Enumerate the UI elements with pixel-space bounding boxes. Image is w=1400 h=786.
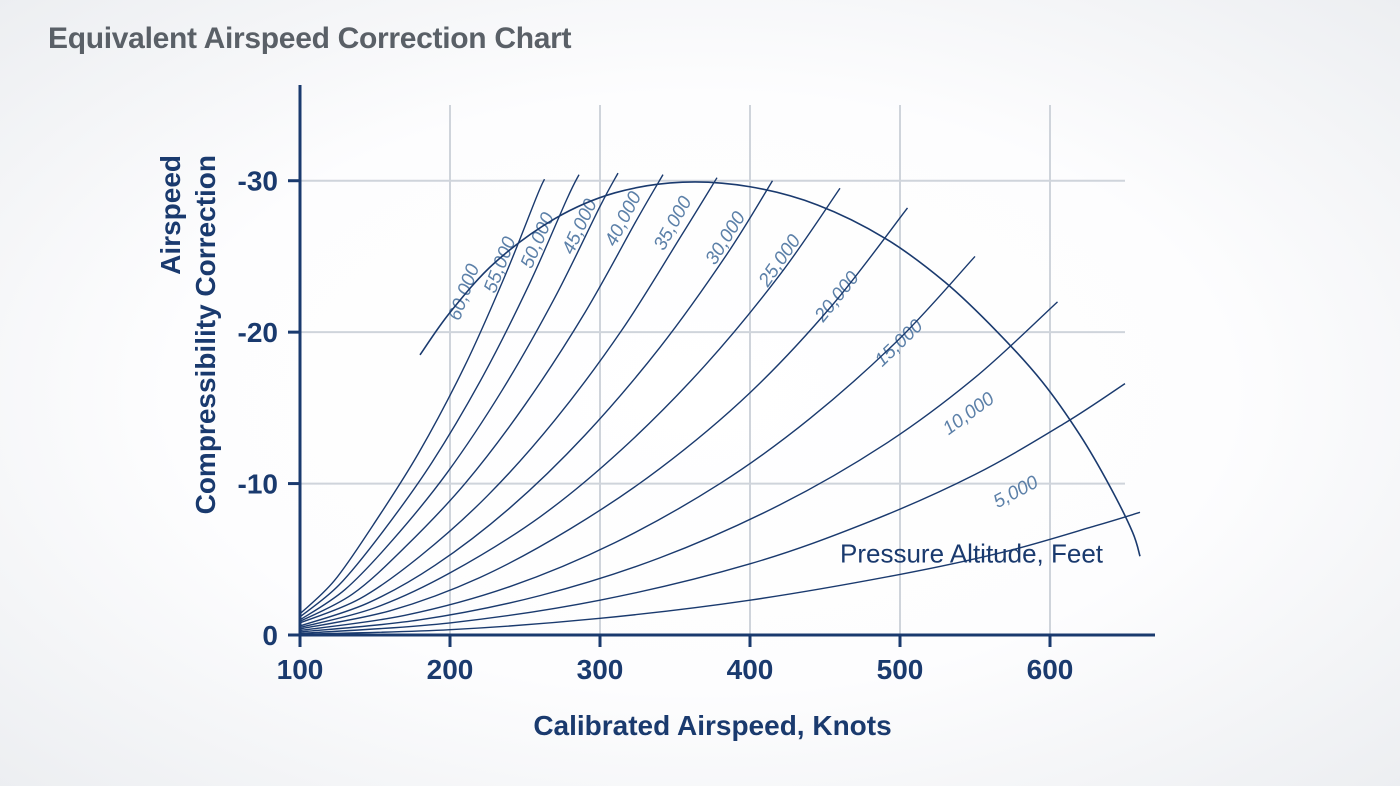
x-tick-label: 300 — [577, 654, 624, 685]
altitude-curve — [300, 512, 1140, 634]
x-tick-label: 400 — [727, 654, 774, 685]
altitude-curve-label: 10,000 — [939, 388, 999, 439]
x-tick-label: 100 — [277, 654, 324, 685]
x-tick-label: 600 — [1027, 654, 1074, 685]
y-tick-label: 0 — [262, 620, 278, 651]
x-tick-label: 200 — [427, 654, 474, 685]
x-tick-label: 500 — [877, 654, 924, 685]
altitude-curve-label: 40,000 — [601, 188, 646, 250]
y-tick-label: -10 — [238, 469, 278, 500]
y-tick-label: -30 — [238, 166, 278, 197]
y-axis-title-line2: Compressibility Correction — [190, 155, 221, 514]
airspeed-correction-chart: 5,00010,00015,00020,00025,00030,00035,00… — [0, 0, 1400, 786]
altitude-curve — [300, 208, 908, 629]
y-tick-label: -20 — [238, 317, 278, 348]
x-axis-title: Calibrated Airspeed, Knots — [533, 710, 891, 741]
altitude-curve-label: 25,000 — [754, 231, 805, 292]
page-title: Equivalent Airspeed Correction Chart — [48, 22, 571, 56]
altitude-curve-label: 5,000 — [990, 472, 1042, 513]
in-plot-annotation: Pressure Altitude, Feet — [840, 538, 1104, 568]
altitude-curve — [300, 256, 975, 630]
y-axis-title-line1: Airspeed — [155, 155, 186, 275]
altitude-curve-label: 30,000 — [702, 208, 751, 269]
